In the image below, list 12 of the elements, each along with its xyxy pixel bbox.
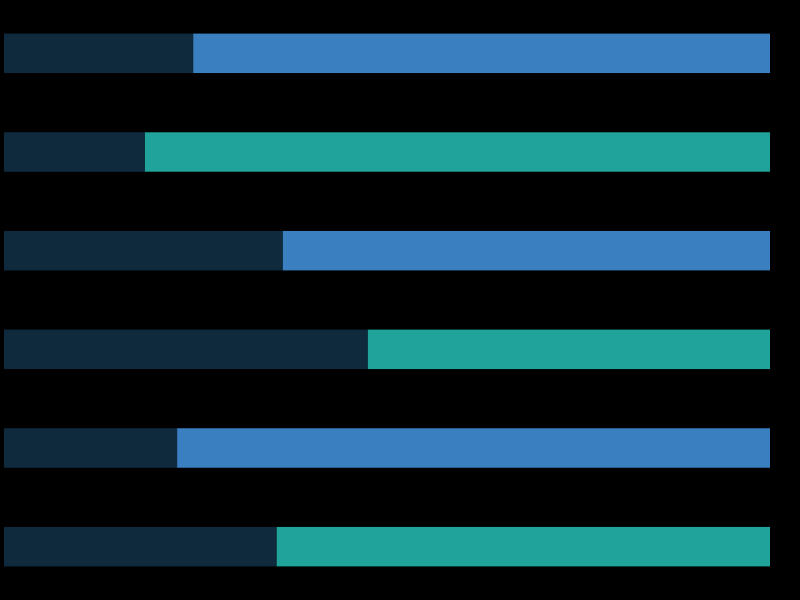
bar (4, 230, 283, 271)
bar (4, 526, 277, 567)
bar (193, 33, 770, 74)
bar (4, 329, 368, 370)
bar (4, 132, 145, 172)
bar (276, 526, 770, 567)
bar (4, 33, 194, 74)
bar (367, 329, 770, 370)
bar (177, 428, 770, 468)
bar (282, 230, 770, 271)
bar (144, 132, 770, 172)
bar (4, 428, 178, 468)
